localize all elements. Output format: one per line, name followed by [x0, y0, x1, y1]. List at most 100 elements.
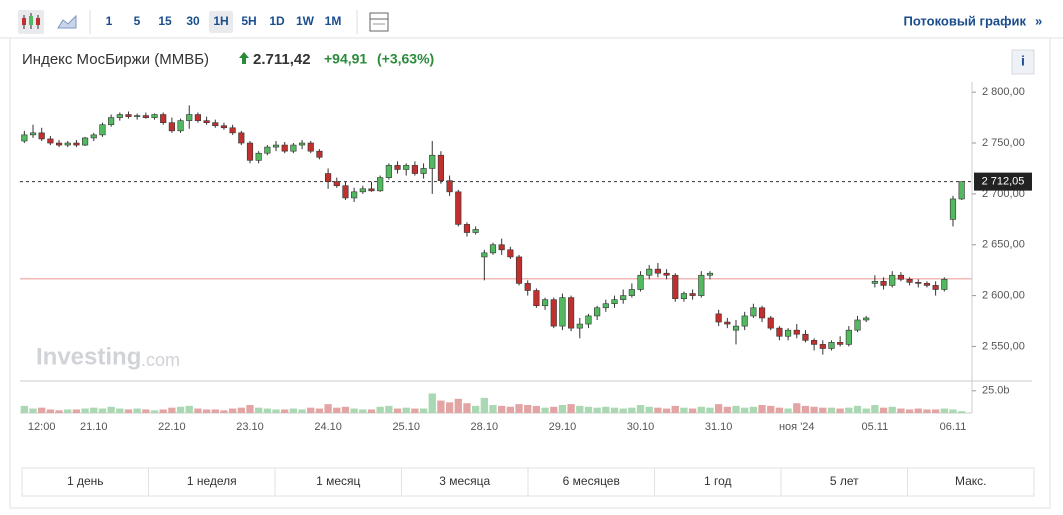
candle-body — [758, 307, 766, 319]
volume-bar — [715, 404, 723, 413]
volume-bar — [133, 408, 141, 413]
x-tick-label: 06.11 — [940, 421, 967, 433]
volume-bar — [237, 407, 245, 413]
up-arrow — [239, 52, 249, 64]
volume-bar — [107, 406, 115, 413]
candle-body — [767, 317, 774, 329]
volume-bar — [879, 407, 888, 413]
candle-body — [29, 132, 37, 136]
candle-body — [915, 282, 922, 284]
range-tab[interactable]: 1 неделя — [187, 474, 237, 488]
candle-body — [724, 321, 731, 325]
range-tab[interactable]: Макс. — [955, 474, 987, 488]
volume-bar — [419, 408, 428, 413]
volume-bar — [341, 406, 350, 413]
area-icon[interactable] — [57, 14, 77, 29]
volume-bar — [662, 408, 671, 413]
volume-bar — [506, 406, 515, 413]
interval[interactable]: 1 — [106, 14, 113, 28]
stream-link[interactable]: Потоковый график — [903, 13, 1026, 28]
candle-body — [941, 279, 948, 290]
candle-body — [811, 340, 818, 345]
y-tick-label: 2 700,00 — [982, 188, 1025, 200]
interval[interactable]: 1W — [296, 14, 315, 28]
x-tick-label: 30.10 — [627, 421, 655, 433]
candle-body — [871, 281, 878, 284]
candle-body — [116, 114, 123, 118]
volume-bar — [498, 405, 506, 413]
watermark: Investing — [36, 343, 141, 370]
interval[interactable]: 1M — [325, 14, 342, 28]
interval[interactable]: 1D — [269, 14, 285, 28]
candle-body — [576, 323, 583, 329]
volume-bar — [480, 397, 488, 413]
range-tab[interactable]: 5 лет — [830, 474, 859, 488]
volume-bar — [307, 407, 315, 413]
info-label[interactable]: i — [1021, 53, 1025, 69]
volume-bar — [619, 408, 627, 413]
interval[interactable]: 5H — [241, 14, 256, 28]
volume-bar — [593, 407, 601, 413]
volume-bar — [793, 403, 801, 413]
candle-body — [837, 342, 844, 345]
candle-body — [47, 138, 54, 144]
volume-bar — [437, 400, 445, 413]
volume-bar — [367, 409, 376, 413]
volume-bar — [168, 407, 176, 413]
candle-body — [481, 252, 488, 258]
candle-body — [680, 293, 688, 299]
range-tab[interactable]: 1 месяц — [316, 474, 360, 488]
volume-bar — [489, 405, 497, 413]
candle-body — [455, 191, 462, 225]
icon-body — [29, 16, 33, 25]
interval[interactable]: 15 — [158, 14, 172, 28]
volume-bar — [827, 407, 836, 413]
volume-bar — [255, 407, 263, 413]
range-tab[interactable]: 1 год — [704, 474, 732, 488]
volume-bar — [801, 405, 810, 413]
volume-bar — [46, 409, 55, 413]
icon-body — [36, 18, 40, 25]
volume-bar — [194, 408, 202, 413]
interval[interactable]: 30 — [186, 14, 200, 28]
candle-body — [368, 188, 375, 192]
candle-body — [620, 295, 627, 300]
volume-bar — [567, 404, 575, 413]
candle-body — [64, 142, 71, 146]
last-price-label: 2 712,05 — [982, 176, 1025, 188]
volume-bar — [602, 406, 610, 413]
volume-bar — [29, 408, 37, 413]
candle-body — [160, 114, 167, 123]
candle-body — [99, 124, 106, 136]
candle-body — [463, 224, 471, 233]
volume-bar — [931, 409, 940, 413]
candle-body — [168, 122, 175, 132]
candle-body — [498, 244, 505, 251]
icon-body — [22, 18, 26, 25]
range-tab[interactable]: 1 день — [67, 474, 104, 488]
interval[interactable]: 1H — [213, 14, 228, 28]
volume-bar — [454, 398, 462, 413]
change-pct: (+3,63%) — [377, 51, 434, 67]
candle-body — [429, 154, 436, 169]
stream-arrow[interactable]: » — [1035, 13, 1042, 28]
interval[interactable]: 5 — [134, 14, 141, 28]
candle-body — [108, 117, 115, 126]
x-tick-label: ноя '24 — [779, 421, 815, 433]
candle-body — [411, 165, 418, 174]
volume-bar — [263, 408, 271, 413]
volume-bar — [211, 409, 219, 413]
table-icon[interactable] — [369, 12, 389, 32]
range-tab[interactable]: 3 месяца — [439, 474, 490, 488]
volume-bar — [845, 407, 853, 413]
candle-body — [316, 150, 323, 158]
volume-bar — [810, 406, 818, 413]
volume-bar — [55, 410, 63, 413]
range-tab[interactable]: 6 месяцев — [563, 474, 620, 488]
candle-body — [698, 274, 705, 296]
volume-bar — [628, 407, 636, 413]
info-button[interactable] — [1011, 49, 1035, 75]
candle-body — [255, 152, 262, 161]
candle-body — [611, 299, 618, 305]
